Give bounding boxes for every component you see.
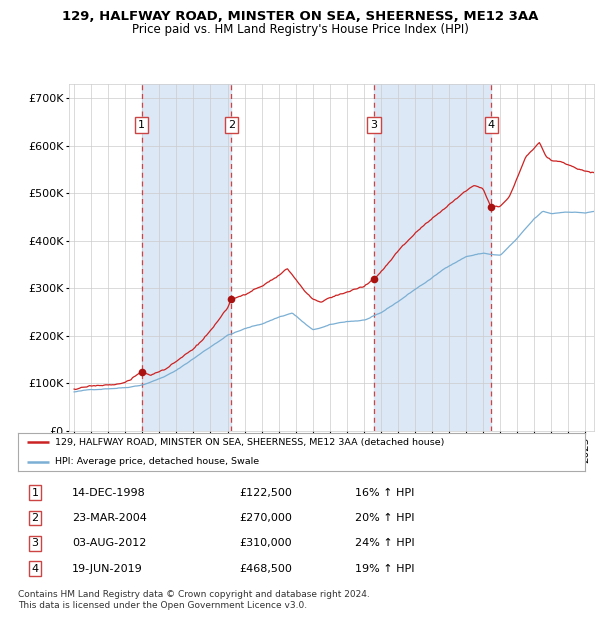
- Text: 2: 2: [31, 513, 38, 523]
- Text: 23-MAR-2004: 23-MAR-2004: [72, 513, 147, 523]
- Text: 03-AUG-2012: 03-AUG-2012: [72, 538, 146, 549]
- Text: £468,500: £468,500: [239, 564, 292, 574]
- Text: HPI: Average price, detached house, Swale: HPI: Average price, detached house, Swal…: [55, 457, 259, 466]
- Bar: [142, 84, 232, 431]
- Text: £310,000: £310,000: [239, 538, 292, 549]
- Text: 129, HALFWAY ROAD, MINSTER ON SEA, SHEERNESS, ME12 3AA: 129, HALFWAY ROAD, MINSTER ON SEA, SHEER…: [62, 10, 538, 23]
- Text: £270,000: £270,000: [239, 513, 292, 523]
- Text: 1: 1: [138, 120, 145, 130]
- Text: 24% ↑ HPI: 24% ↑ HPI: [355, 538, 415, 549]
- Text: 4: 4: [488, 120, 495, 130]
- Text: 2: 2: [228, 120, 235, 130]
- Text: £122,500: £122,500: [239, 488, 292, 498]
- Bar: [374, 84, 491, 431]
- Text: Contains HM Land Registry data © Crown copyright and database right 2024.: Contains HM Land Registry data © Crown c…: [18, 590, 370, 600]
- Text: 19% ↑ HPI: 19% ↑ HPI: [355, 564, 415, 574]
- Text: 14-DEC-1998: 14-DEC-1998: [72, 488, 146, 498]
- Text: 4: 4: [31, 564, 38, 574]
- Text: 20% ↑ HPI: 20% ↑ HPI: [355, 513, 415, 523]
- Text: 129, HALFWAY ROAD, MINSTER ON SEA, SHEERNESS, ME12 3AA (detached house): 129, HALFWAY ROAD, MINSTER ON SEA, SHEER…: [55, 438, 444, 447]
- Text: 19-JUN-2019: 19-JUN-2019: [72, 564, 143, 574]
- Text: Price paid vs. HM Land Registry's House Price Index (HPI): Price paid vs. HM Land Registry's House …: [131, 23, 469, 36]
- Text: 3: 3: [370, 120, 377, 130]
- Text: 3: 3: [32, 538, 38, 549]
- Text: 16% ↑ HPI: 16% ↑ HPI: [355, 488, 415, 498]
- Text: 1: 1: [32, 488, 38, 498]
- Text: This data is licensed under the Open Government Licence v3.0.: This data is licensed under the Open Gov…: [18, 601, 307, 611]
